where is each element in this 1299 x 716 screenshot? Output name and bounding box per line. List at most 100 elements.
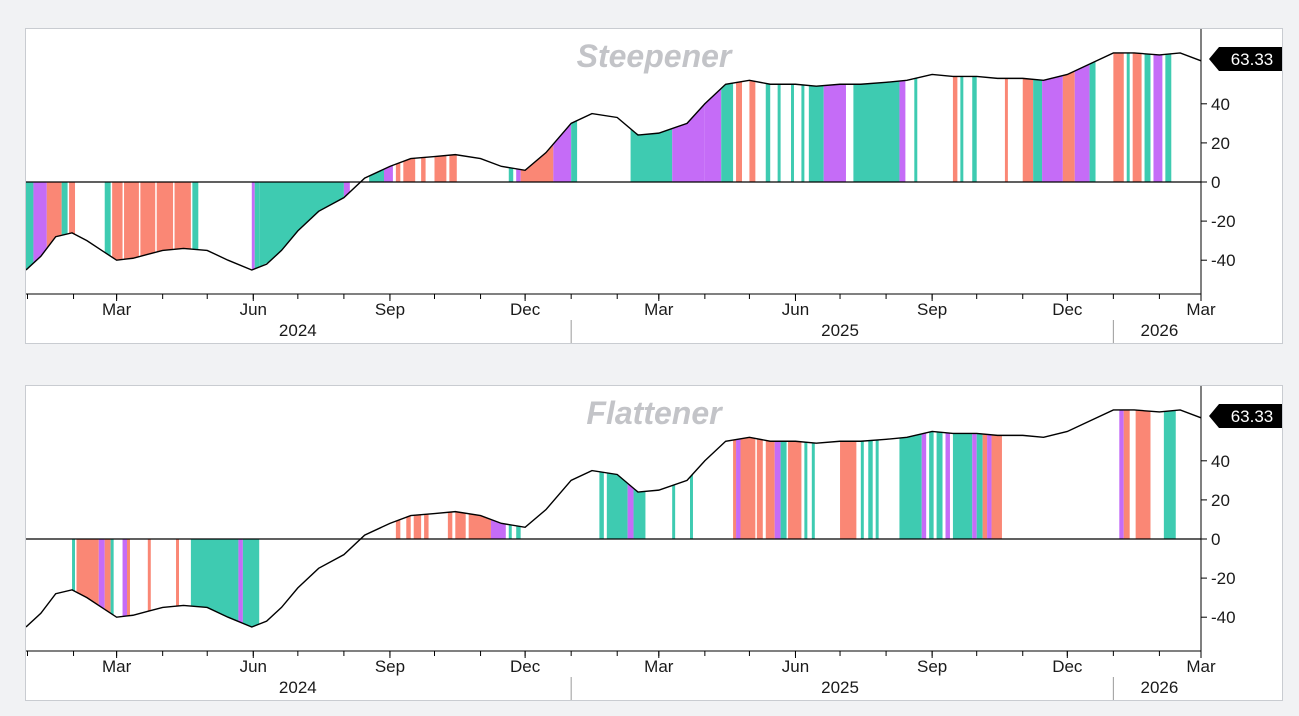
signal-band-teal (192, 182, 199, 250)
signal-band-salmon (140, 182, 156, 257)
value-line (26, 409, 1202, 628)
signal-band-purple (672, 103, 705, 182)
x-month-label: Sep (917, 300, 947, 319)
x-month-label: Jun (782, 300, 809, 319)
signal-band-purple (704, 88, 722, 182)
x-month-label: Mar (1186, 300, 1216, 319)
signal-band-salmon (147, 539, 151, 612)
signal-band-salmon (455, 511, 466, 539)
last-value-label: 63.33 (1231, 50, 1274, 69)
signal-band-purple (490, 519, 506, 539)
x-year-label: 2024 (279, 678, 317, 697)
signal-band-teal (508, 524, 512, 539)
signal-band-salmon (413, 514, 422, 539)
signal-band-salmon (1113, 52, 1124, 182)
signal-band-salmon (76, 539, 99, 606)
chart-title-watermark: Flattener (586, 395, 723, 431)
signal-band-salmon (46, 182, 62, 249)
signal-band-teal (508, 167, 514, 182)
signal-band-teal (936, 431, 943, 539)
signal-band-teal (960, 76, 964, 182)
signal-band-teal (860, 441, 864, 539)
signal-band-salmon (176, 539, 179, 607)
signal-band-salmon (104, 539, 111, 614)
signal-band-purple (774, 441, 781, 539)
signal-band-teal (633, 488, 646, 539)
x-month-label: Sep (917, 657, 947, 676)
signal-band-teal (875, 439, 879, 539)
y-tick-label: 20 (1211, 491, 1230, 510)
signal-band-purple (553, 123, 572, 182)
signal-band-salmon (788, 441, 802, 539)
signal-band-teal (1163, 410, 1176, 539)
signal-band-teal (516, 525, 521, 539)
y-tick-label: -40 (1211, 251, 1236, 270)
signal-band-teal (630, 128, 673, 182)
x-month-label: Mar (102, 300, 132, 319)
signal-band-teal (976, 433, 983, 539)
signal-band-purple (516, 168, 521, 182)
x-month-label: Dec (510, 300, 541, 319)
signal-band-teal (254, 182, 260, 269)
signal-band-teal (672, 484, 676, 539)
signal-band-purple (823, 84, 846, 182)
chart-title-watermark: Steepener (577, 38, 733, 74)
signal-band-salmon (124, 182, 139, 260)
signal-band-teal (972, 76, 977, 182)
y-tick-label: 0 (1211, 173, 1220, 192)
signal-band-salmon (756, 438, 763, 539)
signal-band-teal (765, 83, 771, 182)
signal-band-teal (811, 442, 815, 539)
x-month-label: Sep (375, 300, 405, 319)
signal-band-salmon (1004, 78, 1008, 182)
signal-band-teal (777, 84, 781, 182)
shaded-bands (72, 409, 1176, 627)
x-month-label: Dec (1052, 657, 1083, 676)
signal-band-purple (921, 432, 927, 539)
signal-band-teal (1144, 53, 1151, 182)
x-month-label: Dec (1052, 300, 1083, 319)
signal-band-purple (1074, 64, 1090, 182)
signal-band-purple (627, 483, 634, 539)
signal-band-teal (899, 433, 922, 539)
signal-band-purple (343, 182, 350, 198)
signal-band-salmon (395, 519, 401, 539)
x-month-label: Jun (240, 657, 267, 676)
y-tick-label: -40 (1211, 608, 1236, 627)
signal-band-purple (1153, 54, 1163, 182)
signal-band-teal (791, 84, 794, 182)
signal-band-teal (952, 433, 973, 539)
signal-band-teal (190, 539, 239, 622)
signal-band-teal (853, 81, 900, 182)
signal-band-purple (945, 432, 950, 539)
signal-band-purple (98, 539, 105, 610)
signal-band-salmon (434, 155, 447, 182)
signal-band-teal (1089, 61, 1096, 182)
y-tick-label: 40 (1211, 95, 1230, 114)
last-value-label: 63.33 (1231, 407, 1274, 426)
x-month-label: Mar (644, 300, 674, 319)
signal-band-teal (61, 182, 68, 236)
signal-band-teal (914, 77, 918, 182)
signal-band-teal (606, 472, 628, 539)
signal-band-teal (369, 169, 384, 182)
y-tick-label: -20 (1211, 569, 1236, 588)
signal-band-teal (104, 182, 111, 257)
signal-band-salmon (740, 437, 756, 539)
y-tick-label: 40 (1211, 452, 1230, 471)
signal-band-purple (238, 539, 243, 624)
signal-band-salmon (991, 434, 1002, 539)
signal-band-teal (72, 539, 76, 592)
signal-band-teal (721, 83, 734, 182)
flattener-chart-panel: 40 20 0 -20 -40 Mar Jun Sep Dec Mar Jun Sep Dec Mar 20… (25, 385, 1283, 701)
signal-band-teal (808, 85, 824, 182)
steepener-chart-panel: 40 20 0 -20 -40 Mar Jun Sep Dec Mar Jun Sep Dec Mar 20… (25, 28, 1283, 344)
signal-band-salmon (69, 182, 76, 235)
signal-band-teal (110, 539, 114, 616)
signal-band-teal (242, 539, 260, 627)
signal-band-salmon (127, 539, 130, 616)
signal-band-purple (251, 182, 255, 270)
signal-band-teal (599, 471, 604, 539)
signal-band-salmon (1062, 70, 1075, 182)
signal-band-teal (801, 84, 805, 182)
